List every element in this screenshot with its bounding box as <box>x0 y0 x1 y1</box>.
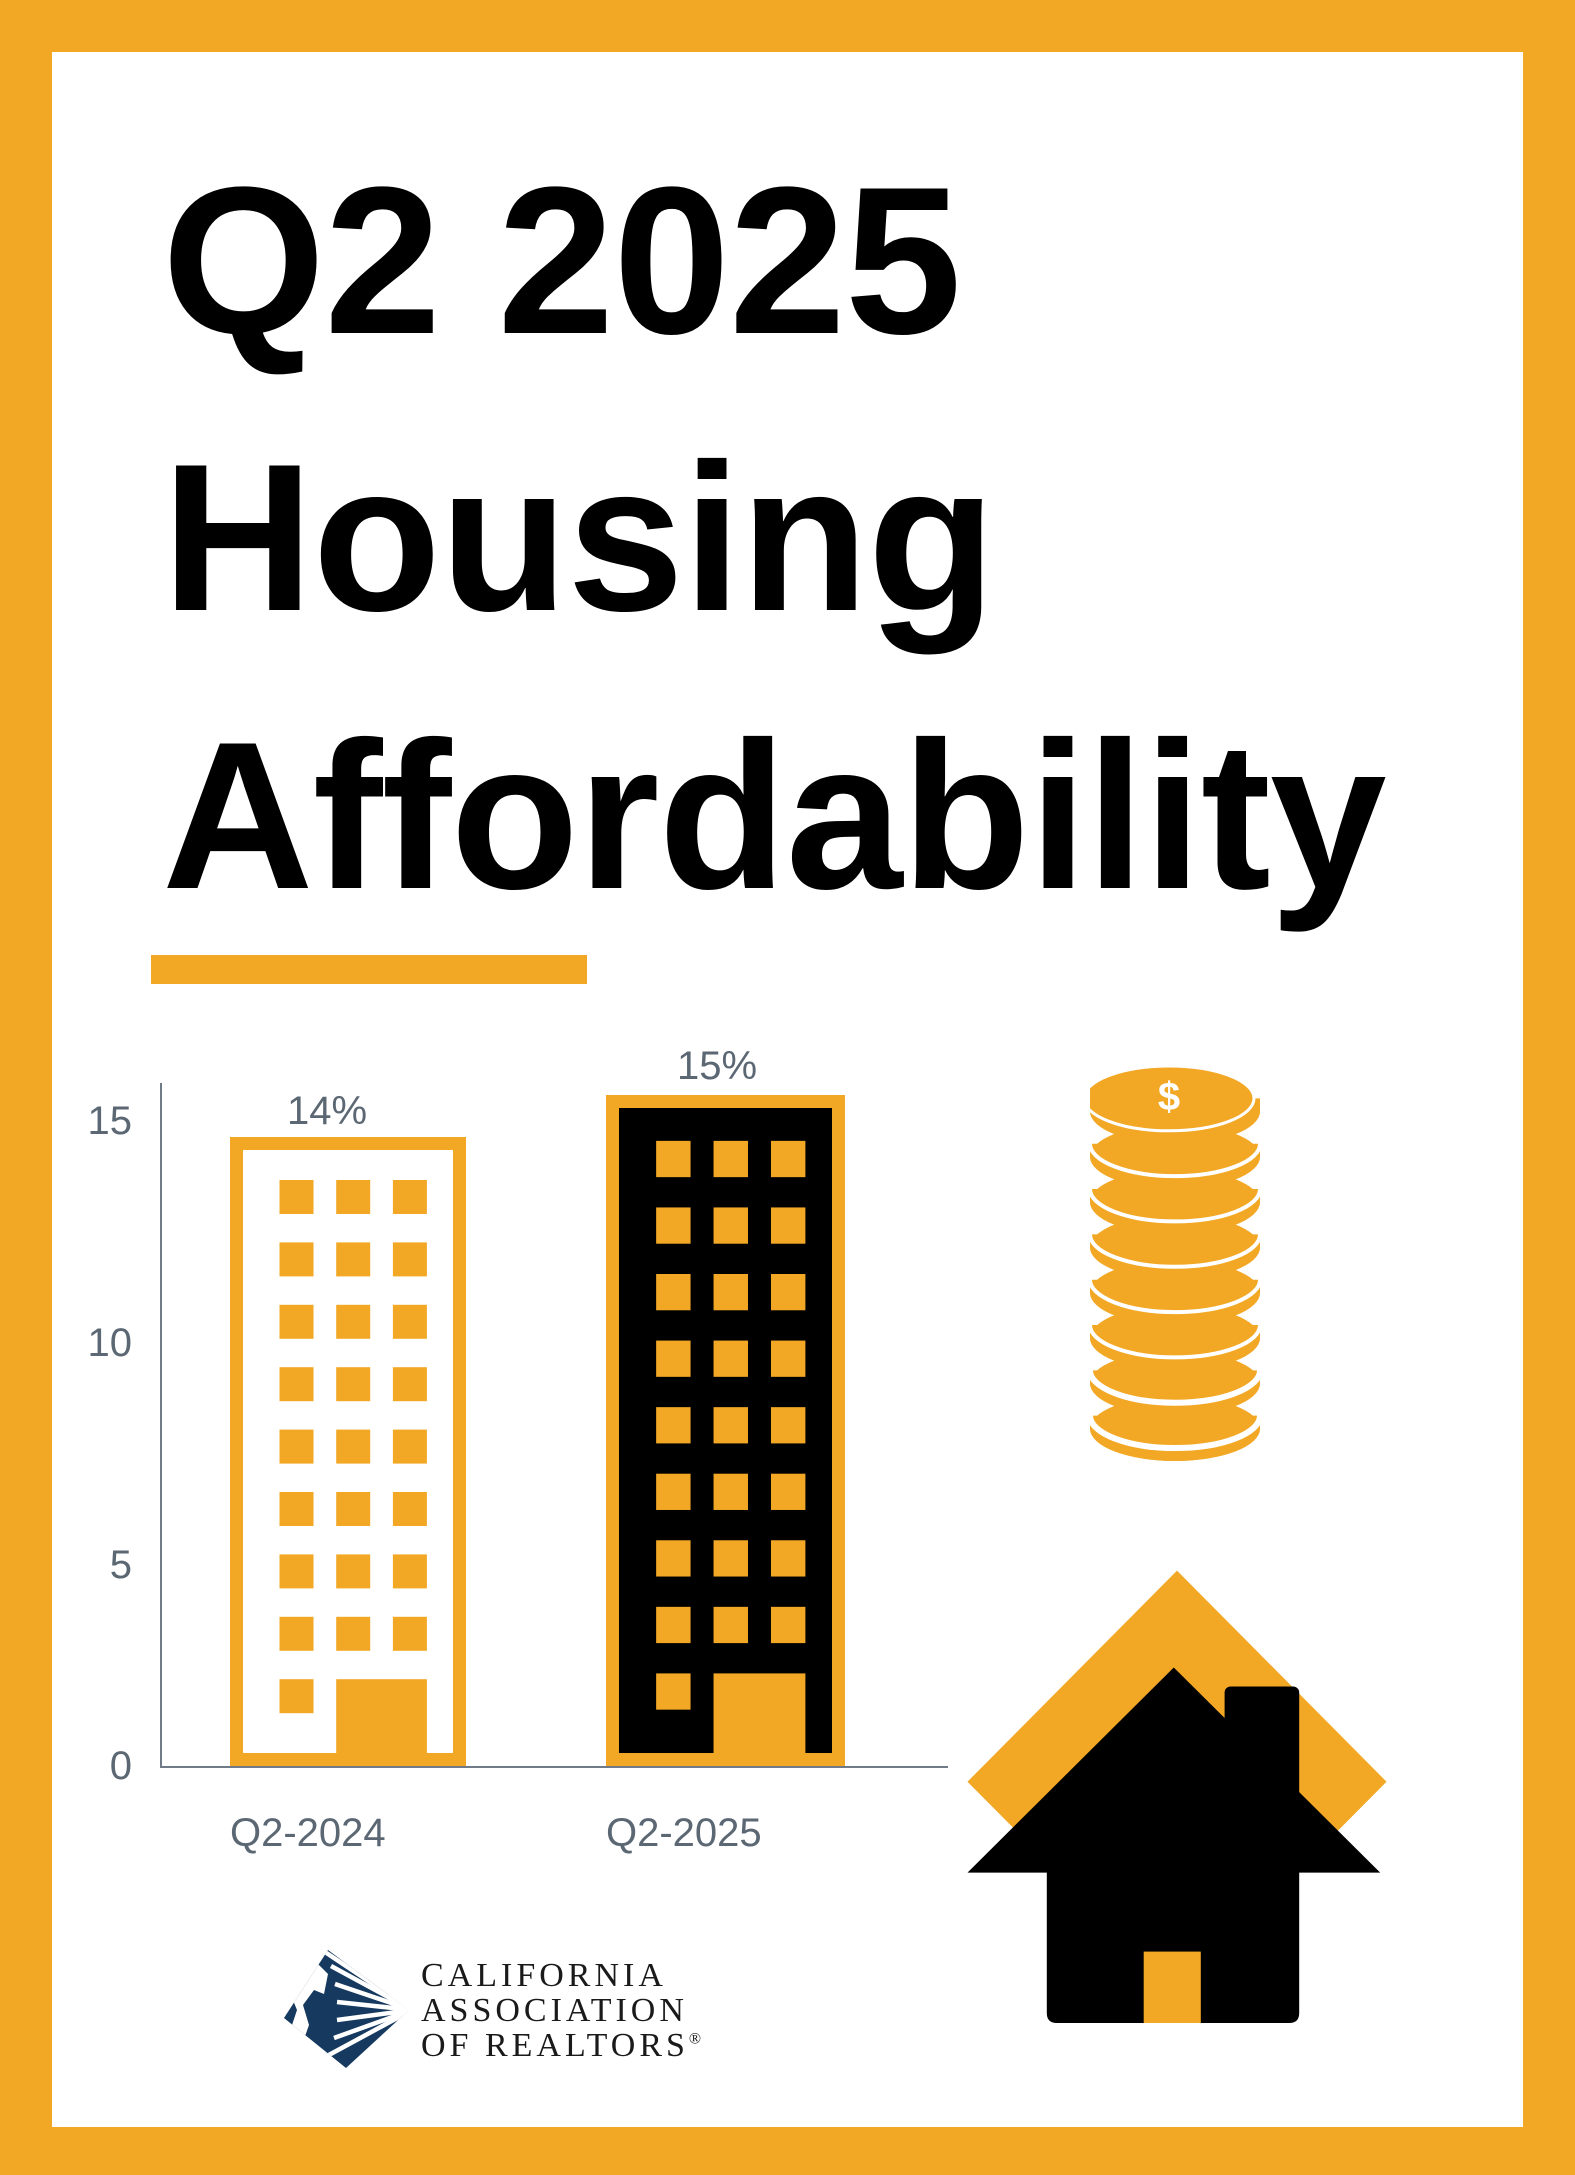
svg-text:$: $ <box>1158 1075 1180 1119</box>
